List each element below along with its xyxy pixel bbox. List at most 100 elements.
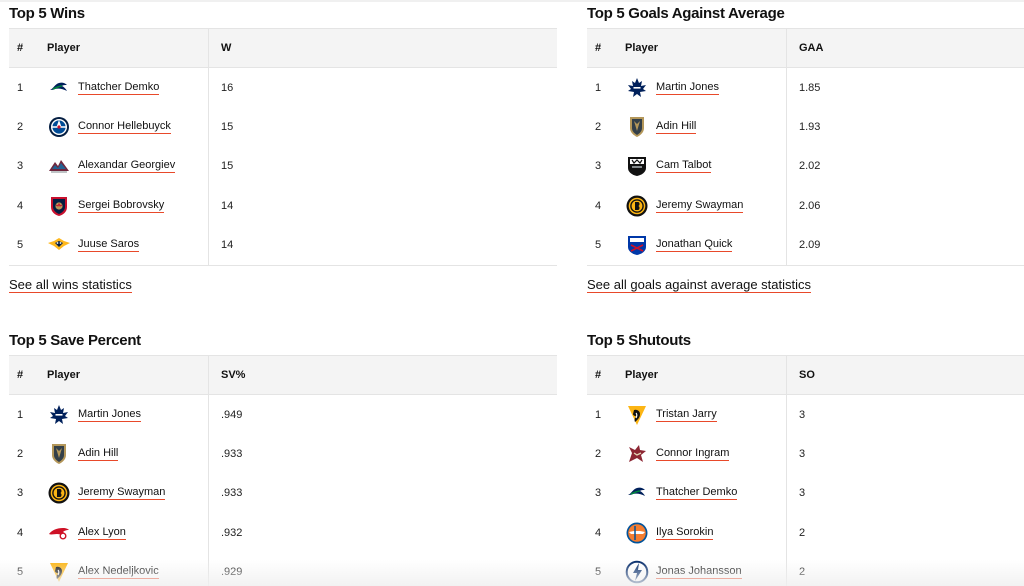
stat-value-cell: 3 — [799, 487, 806, 500]
table-row: 1 Martin Jones .949 — [9, 394, 557, 434]
lightning-logo — [625, 560, 649, 584]
rank-header: # — [9, 355, 47, 395]
rank-cell: 4 — [595, 526, 602, 539]
player-info: Cam Talbot — [625, 154, 786, 178]
canucks-logo — [625, 481, 649, 505]
player-header: Player — [625, 355, 787, 395]
player-info: Ilya Sorokin — [625, 521, 786, 545]
stat-value-cell: .949 — [221, 408, 243, 421]
stat-value-cell: 2.06 — [799, 199, 821, 212]
penguins-logo — [625, 403, 649, 427]
canucks-logo — [47, 76, 71, 100]
kings-logo — [625, 154, 649, 178]
player-cell: Jeremy Swayman — [47, 473, 209, 513]
rank-header: # — [587, 355, 625, 395]
table-row: 5 Jonas Johansson 2 — [587, 552, 1024, 586]
jets-logo — [47, 115, 71, 139]
player-name-link[interactable]: Martin Jones — [656, 80, 719, 95]
player-cell: Alexandar Georgiev — [47, 146, 209, 186]
player-header: Player — [47, 28, 209, 68]
player-name-link[interactable]: Jeremy Swayman — [656, 198, 744, 213]
rank-cell: 1 — [17, 408, 24, 421]
player-cell: Tristan Jarry — [625, 394, 787, 434]
stat-value-cell: 1.85 — [799, 81, 821, 94]
panel-title: Top 5 Goals Against Average — [587, 5, 785, 22]
player-info: Jonas Johansson — [625, 560, 786, 584]
player-cell: Connor Ingram — [625, 434, 787, 474]
player-name-link[interactable]: Thatcher Demko — [656, 486, 738, 501]
stat-value-cell: 3 — [799, 408, 806, 421]
stat-value-cell: .932 — [221, 526, 243, 539]
bruins-logo — [47, 481, 71, 505]
player-info: Juuse Saros — [47, 233, 208, 257]
stat-header: SV% — [208, 355, 557, 395]
table-row: 3 Thatcher Demko 3 — [587, 473, 1024, 513]
penguins-logo — [47, 560, 71, 584]
rank-cell: 2 — [17, 120, 24, 133]
shutouts-panel: Top 5 Shutouts # Player SO 1 Tristan Jarr… — [587, 327, 1024, 586]
table-row: 2 Connor Hellebuyck 15 — [9, 107, 557, 147]
player-name-link[interactable]: Alexandar Georgiev — [78, 159, 176, 174]
player-info: Thatcher Demko — [47, 76, 208, 100]
player-info: Sergei Bobrovsky — [47, 194, 208, 218]
player-name-link[interactable]: Connor Ingram — [656, 446, 730, 461]
player-name-link[interactable]: Sergei Bobrovsky — [78, 198, 165, 213]
player-name-link[interactable]: Jonas Johansson — [656, 565, 742, 579]
stat-header: W — [208, 28, 557, 68]
player-name-link[interactable]: Jonathan Quick — [656, 238, 733, 252]
rank-cell: 3 — [17, 160, 24, 173]
player-cell: Ilya Sorokin — [625, 513, 787, 553]
player-name-link[interactable]: Thatcher Demko — [78, 80, 160, 95]
stat-value-cell: 16 — [221, 81, 234, 94]
table-row: 4 Alex Lyon .932 — [9, 513, 557, 553]
player-name-link[interactable]: Alex Lyon — [78, 525, 126, 540]
rank-cell: 1 — [17, 81, 24, 94]
panel-title: Top 5 Save Percent — [9, 332, 141, 349]
player-cell: Adin Hill — [625, 107, 787, 147]
stat-value-cell: 2 — [786, 552, 1024, 586]
table-row: 4 Sergei Bobrovsky 14 — [9, 186, 557, 226]
player-cell: Sergei Bobrovsky — [47, 186, 209, 226]
stat-value-cell: 14 — [208, 225, 557, 266]
player-name-link[interactable]: Martin Jones — [78, 407, 141, 422]
player-name-link[interactable]: Alex Nedeljkovic — [78, 565, 159, 579]
rank-cell: 5 — [587, 225, 625, 266]
player-name-link[interactable]: Jeremy Swayman — [78, 486, 166, 501]
table-row: 5 Juuse Saros 14 — [9, 225, 557, 266]
player-name-link[interactable]: Tristan Jarry — [656, 407, 717, 422]
player-cell: Connor Hellebuyck — [47, 107, 209, 147]
rank-cell: 2 — [595, 447, 602, 460]
player-name-link[interactable]: Cam Talbot — [656, 159, 712, 174]
stat-value-cell: 2.09 — [786, 225, 1024, 266]
table-row: 3 Alexandar Georgiev 15 — [9, 146, 557, 186]
table-header-row: # Player SO — [587, 355, 1024, 395]
stat-value-cell: .933 — [221, 487, 243, 500]
player-name-link[interactable]: Connor Hellebuyck — [78, 119, 171, 134]
stat-value-cell: 1.93 — [799, 120, 821, 133]
rank-cell: 4 — [17, 199, 24, 212]
rank-cell: 1 — [595, 81, 602, 94]
player-cell: Martin Jones — [47, 394, 209, 434]
player-name-link[interactable]: Juuse Saros — [78, 238, 140, 252]
stat-value-cell: .929 — [208, 552, 557, 586]
rank-cell: 3 — [595, 487, 602, 500]
table-row: 2 Adin Hill .933 — [9, 434, 557, 474]
player-name-link[interactable]: Adin Hill — [656, 119, 697, 134]
player-info: Alex Nedeljkovic — [47, 560, 208, 584]
table-row: 4 Jeremy Swayman 2.06 — [587, 186, 1024, 226]
see-all-wins-link[interactable]: See all wins statistics — [9, 276, 132, 293]
player-cell: Thatcher Demko — [47, 67, 209, 107]
see-all-gaa-link[interactable]: See all goals against average statistics — [587, 276, 812, 293]
wins-table: # Player W 1 Thatcher Demko 16 2 Connor Hell… — [9, 28, 557, 266]
rank-cell: 5 — [587, 552, 625, 586]
player-info: Jonathan Quick — [625, 233, 786, 257]
table-row: 1 Tristan Jarry 3 — [587, 394, 1024, 434]
table-header-row: # Player SV% — [9, 355, 557, 395]
stat-value-cell: 2.02 — [799, 160, 821, 173]
player-info: Connor Hellebuyck — [47, 115, 208, 139]
player-name-link[interactable]: Adin Hill — [78, 446, 119, 461]
player-info: Adin Hill — [47, 442, 208, 466]
player-name-link[interactable]: Ilya Sorokin — [656, 525, 714, 540]
islanders-logo — [625, 521, 649, 545]
